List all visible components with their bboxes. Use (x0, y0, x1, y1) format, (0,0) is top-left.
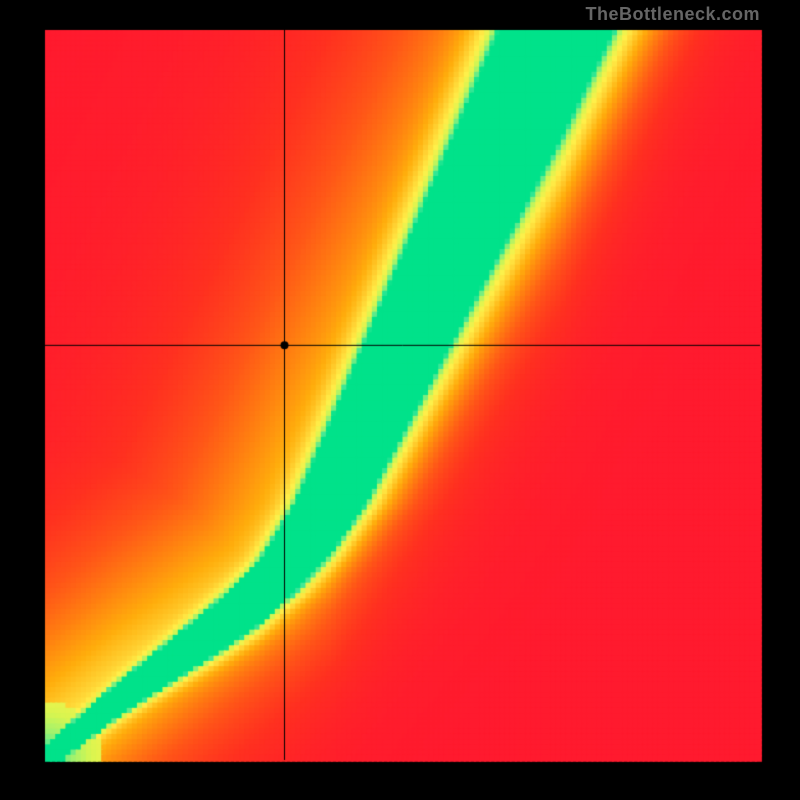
heatmap-canvas (0, 0, 800, 800)
watermark-text: TheBottleneck.com (585, 4, 760, 25)
